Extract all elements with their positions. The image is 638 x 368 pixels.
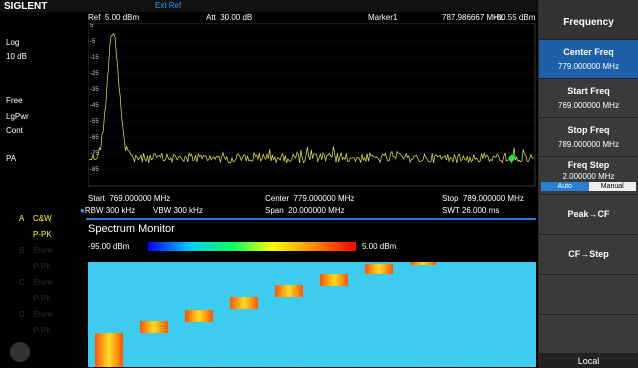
ref-label: Ref — [88, 13, 101, 22]
graph-frame — [88, 23, 536, 187]
softkey[interactable]: Stop Freq 789.000000 MHz — [539, 118, 638, 157]
trace-mode: C&W — [33, 214, 52, 223]
scale-type: Log — [6, 38, 20, 47]
y-label: -75 — [90, 151, 99, 157]
att-label: Att — [206, 13, 216, 22]
softkey[interactable]: CF→Step — [539, 235, 638, 275]
stop-value: 789.000000 MHz — [462, 194, 524, 203]
softkey[interactable] — [539, 275, 638, 315]
ref-source: Ext Ref — [155, 1, 182, 10]
y-label: -55 — [90, 119, 99, 125]
spectrum-graph: 5 -5 -15 -25 -35 -45 -55 -65 -75 -85 — [88, 23, 536, 187]
softkey-label: Center Freq — [563, 47, 614, 57]
y-label: -85 — [90, 167, 99, 173]
softkey-title: Frequency — [563, 17, 614, 28]
trace-id: B — [19, 246, 25, 255]
softkey[interactable]: Freq Step 2.000000 MHz Auto Manual — [539, 157, 638, 195]
softkey-value: 789.000000 MHz — [558, 140, 619, 149]
rbw-value: 300 kHz — [105, 206, 136, 215]
center-value: 779.000000 MHz — [293, 194, 355, 203]
trace-mode: Blank — [33, 310, 54, 319]
local[interactable]: Local — [577, 356, 600, 366]
start-label: Start — [88, 194, 105, 203]
swt-value: 26.000 ms — [461, 206, 500, 215]
detector: LgPwr — [6, 112, 29, 121]
softkey[interactable]: Center Freq 779.000000 MHz — [539, 40, 638, 79]
trace-detector: P-PK — [33, 262, 52, 271]
brand: SIGLENT — [4, 1, 48, 12]
marker-level: -80.55 dBm — [494, 13, 536, 22]
softkey-label: Freq Step — [567, 160, 610, 170]
step-mode[interactable]: Auto — [541, 182, 589, 191]
softkey-label: CF→Step — [568, 249, 609, 259]
trigger: Free — [6, 96, 23, 105]
marker-icon — [508, 154, 516, 162]
monitor-title: Spectrum Monitor — [88, 223, 175, 235]
softkey-value: 769.000000 MHz — [558, 101, 619, 110]
softkey-label: Stop Freq — [567, 125, 610, 135]
stop-label: Stop — [442, 194, 459, 203]
trace-mode: Blank — [33, 278, 54, 287]
menu-icon[interactable] — [10, 342, 30, 362]
trace-detector: P-PK — [33, 230, 52, 239]
vbw-label: VBW — [153, 206, 172, 215]
y-label: -25 — [90, 71, 99, 77]
preamp: PA — [6, 154, 17, 163]
trace-id: C — [19, 278, 25, 287]
softkey[interactable]: Peak→CF — [539, 195, 638, 235]
waterfall — [88, 262, 536, 367]
swt-label: SWT — [442, 206, 460, 215]
divider — [86, 218, 536, 220]
span-label: Span — [265, 206, 284, 215]
marker-label: Marker1 — [368, 13, 398, 22]
monitor-max: 5.00 dBm — [362, 242, 397, 251]
trace-mode: Blank — [33, 246, 54, 255]
step-modes: Auto Manual — [541, 182, 636, 191]
y-label: -65 — [90, 135, 99, 141]
softkey[interactable] — [539, 315, 638, 354]
top-bar — [0, 0, 538, 12]
softkey-value: 2.000000 MHz — [562, 172, 615, 181]
y-label: -45 — [90, 103, 99, 109]
softkey-value: 779.000000 MHz — [558, 62, 619, 71]
trace-detector: P-PK — [33, 294, 52, 303]
softkey-label: Start Freq — [567, 86, 610, 96]
scale-div: 10 dB — [6, 52, 27, 61]
trace-line — [88, 32, 534, 164]
softkey[interactable]: Start Freq 769.000000 MHz — [539, 79, 638, 118]
color-scale — [148, 242, 356, 251]
start-value: 769.000000 MHz — [109, 194, 171, 203]
y-label: -5 — [90, 39, 96, 45]
att-value: 30.00 dB — [220, 13, 253, 22]
trace-id: D — [19, 310, 25, 319]
trace-id: A — [19, 214, 25, 223]
y-label: -15 — [90, 55, 99, 61]
y-label: 5 — [90, 23, 94, 29]
ref-value: 5.00 dBm — [104, 13, 140, 22]
monitor-min: -95.00 dBm — [88, 242, 130, 251]
step-mode[interactable]: Manual — [588, 182, 636, 191]
y-label: -35 — [90, 87, 99, 93]
center-label: Center — [265, 194, 290, 203]
sweep: Cont — [6, 126, 23, 135]
vbw-value: 300 kHz — [173, 206, 203, 215]
trace-detector: P-PK — [33, 326, 52, 335]
rbw-label: RBW — [84, 206, 104, 215]
softkey-label: Peak→CF — [567, 209, 610, 219]
marker-freq: 787.986667 MHz — [442, 13, 503, 22]
span-value: 20.000000 MHz — [288, 206, 345, 215]
